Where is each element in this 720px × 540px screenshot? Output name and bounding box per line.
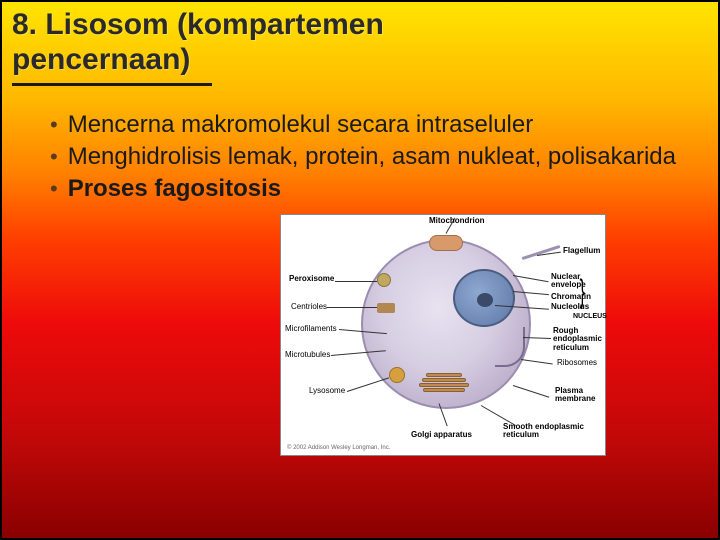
leader-line bbox=[513, 385, 549, 398]
mitochondrion-shape bbox=[429, 235, 463, 251]
slide-title: 8. Lisosom (kompartemen pencernaan) bbox=[2, 2, 718, 81]
label-plasma: Plasma membrane bbox=[555, 387, 603, 404]
bullet-icon: • bbox=[50, 142, 58, 172]
label-microfilaments: Microfilaments bbox=[285, 325, 337, 333]
title-underline bbox=[12, 83, 212, 86]
label-peroxisome: Peroxisome bbox=[289, 275, 334, 283]
label-mitochondrion: Mitochondrion bbox=[429, 217, 485, 225]
list-item: • Mencerna makromolekul secara intraselu… bbox=[50, 110, 698, 140]
label-microtubules: Microtubules bbox=[285, 351, 330, 359]
label-ribosomes: Ribosomes bbox=[557, 359, 597, 367]
label-smooth-er: Smooth endoplasmic reticulum bbox=[503, 423, 603, 440]
leader-line bbox=[347, 377, 389, 392]
leader-line bbox=[335, 281, 377, 282]
label-flagellum: Flagellum bbox=[563, 247, 600, 255]
bullet-text: Mencerna makromolekul secara intraselule… bbox=[68, 110, 534, 140]
slide: 8. Lisosom (kompartemen pencernaan) • Me… bbox=[0, 0, 720, 540]
label-centrioles: Centrioles bbox=[291, 303, 327, 311]
label-golgi: Golgi apparatus bbox=[411, 431, 472, 439]
diagram-copyright: © 2002 Addison Wesley Longman, Inc. bbox=[287, 445, 390, 451]
golgi-shape bbox=[419, 373, 469, 401]
bullet-icon: • bbox=[50, 110, 58, 140]
cell-diagram: Mitochondrion Flagellum Peroxisome Centr… bbox=[280, 214, 606, 456]
label-lysosome: Lysosome bbox=[309, 387, 345, 395]
leader-line bbox=[521, 359, 553, 364]
label-nuclear-env: Nuclear envelope bbox=[551, 273, 595, 290]
label-nucleus: NUCLEUS bbox=[573, 313, 607, 320]
nucleolus-shape bbox=[477, 293, 493, 307]
lysosome-shape bbox=[389, 367, 405, 383]
peroxisome-shape bbox=[377, 273, 391, 287]
bullet-text: Proses fagositosis bbox=[68, 174, 281, 204]
brace-icon: } bbox=[580, 279, 585, 305]
title-line1: 8. Lisosom (kompartemen bbox=[12, 8, 384, 41]
label-rough-er: Rough endoplasmic reticulum bbox=[553, 327, 607, 352]
bullet-list: • Mencerna makromolekul secara intraselu… bbox=[2, 110, 718, 204]
centrioles-shape bbox=[377, 303, 395, 313]
bullet-icon: • bbox=[50, 174, 58, 204]
leader-line bbox=[327, 307, 377, 308]
title-line2: pencernaan) bbox=[12, 43, 190, 76]
bullet-text: Menghidrolisis lemak, protein, asam nukl… bbox=[68, 142, 676, 172]
list-item: • Menghidrolisis lemak, protein, asam nu… bbox=[50, 142, 698, 172]
list-item: • Proses fagositosis bbox=[50, 174, 698, 204]
